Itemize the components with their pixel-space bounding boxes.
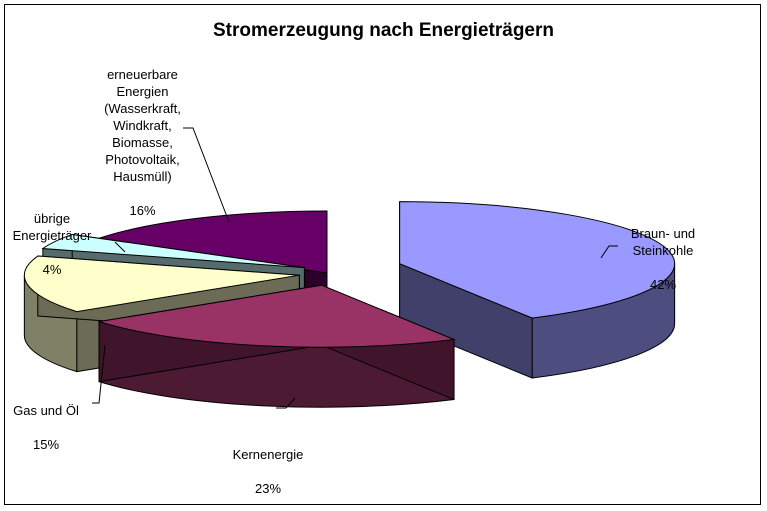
slice-gas-top bbox=[23, 255, 300, 313]
label-gas-name: Gas und Öl bbox=[13, 403, 79, 418]
label-uebrige: übrige Energieträger 4% bbox=[2, 193, 102, 278]
slice-kohle-top bbox=[399, 201, 676, 319]
label-erneuerbare-name: erneuerbare Energien (Wasserkraft, Windk… bbox=[104, 67, 181, 184]
chart-title: Stromerzeugung nach Energieträgern bbox=[212, 20, 554, 41]
label-kernenergie: Kernenergie 23% bbox=[213, 429, 323, 497]
slice-uebrige-top bbox=[41, 233, 305, 269]
label-gas: Gas und Öl 15% bbox=[0, 385, 92, 453]
slice-kernenergie bbox=[98, 284, 456, 408]
label-uebrige-name: übrige Energieträger bbox=[12, 211, 92, 243]
leader-line-erneuerbare bbox=[183, 127, 230, 223]
leader-line-kohle bbox=[600, 245, 618, 259]
slice-kohle bbox=[399, 201, 676, 379]
leader-line-uebrige bbox=[114, 241, 126, 253]
label-kohle: Braun- und Steinkohle 42% bbox=[608, 208, 718, 293]
label-erneuerbare: erneuerbare Energien (Wasserkraft, Windk… bbox=[85, 49, 200, 219]
label-gas-pct: 15% bbox=[32, 437, 60, 452]
label-kernenergie-name: Kernenergie bbox=[232, 447, 304, 462]
leader-line-kernenergie bbox=[276, 397, 296, 409]
slice-kernenergie-top bbox=[98, 284, 456, 348]
slice-erneuerbare-top bbox=[94, 210, 328, 274]
leader-line-gas bbox=[92, 344, 106, 404]
label-kernenergie-pct: 23% bbox=[254, 481, 282, 496]
label-kohle-pct: 42% bbox=[649, 277, 677, 292]
label-uebrige-pct: 4% bbox=[42, 262, 62, 277]
label-erneuerbare-pct: 16% bbox=[129, 203, 156, 218]
leader-lines bbox=[92, 127, 618, 409]
label-kohle-name: Braun- und Steinkohle bbox=[630, 226, 696, 258]
